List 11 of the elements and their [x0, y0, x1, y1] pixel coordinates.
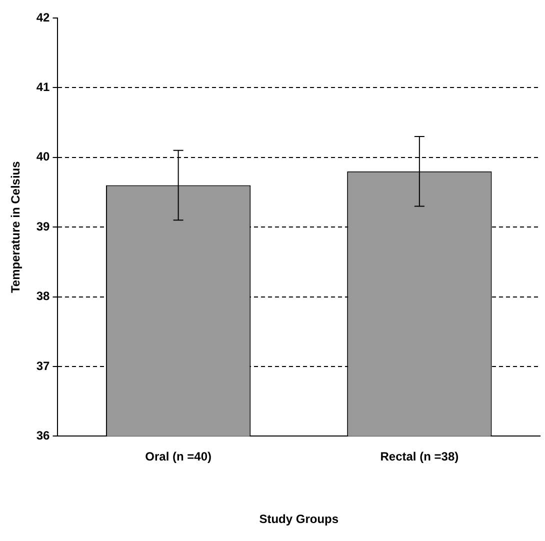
y-tick-label: 39 — [36, 219, 50, 234]
y-tick-label: 40 — [36, 150, 50, 164]
x-tick-label: Oral (n =40) — [145, 450, 212, 464]
y-tick-label: 36 — [36, 428, 50, 443]
x-axis-title: Study Groups — [259, 512, 339, 526]
y-axis-title: Temperature in Celsius — [8, 160, 23, 294]
x-tick-label: Rectal (n =38) — [380, 450, 459, 464]
y-tick-label: 42 — [36, 10, 50, 24]
y-tick-label: 37 — [36, 358, 50, 373]
y-tick-label: 41 — [36, 80, 50, 94]
y-tick-label: 38 — [36, 289, 50, 304]
